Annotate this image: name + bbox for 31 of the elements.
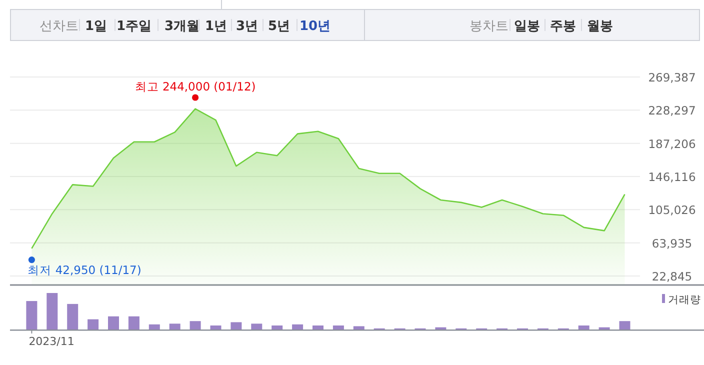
bar xyxy=(88,319,99,330)
bar xyxy=(148,324,160,330)
y-tick-label: 63,935 xyxy=(652,236,692,250)
annotation: 최고 244,000 (01/12) xyxy=(134,79,256,94)
bar xyxy=(251,324,262,330)
bar xyxy=(128,316,140,330)
bar xyxy=(190,321,201,330)
bar xyxy=(332,325,344,330)
bar xyxy=(292,324,304,330)
text: 2023/11 xyxy=(28,335,74,348)
bar xyxy=(210,325,222,330)
bar xyxy=(169,324,180,330)
bar xyxy=(272,325,283,330)
y-tick-label: 105,026 xyxy=(648,203,696,218)
bar xyxy=(46,293,58,330)
y-tick-label: 22,845 xyxy=(652,270,692,284)
bar xyxy=(578,325,590,330)
bar xyxy=(312,325,324,330)
bar xyxy=(108,316,119,330)
bar xyxy=(26,301,38,330)
toolbar: 선차트 1일 1주일 3개월 1년 3년 5년 10년 봉차트 일봉 주봉 월봉 xyxy=(10,0,700,41)
bar xyxy=(619,321,630,330)
y-tick-label: 228,297 xyxy=(648,104,696,118)
y-tick-label: 187,206 xyxy=(648,136,696,151)
y-tick-label: 269,387 xyxy=(648,70,696,84)
legend-label: 거래량 xyxy=(668,294,701,306)
bar xyxy=(353,326,364,330)
bar xyxy=(230,322,242,330)
bar xyxy=(67,304,78,330)
y-tick-label: 146,116 xyxy=(648,170,696,184)
annotation: 최저 42,950 (11/17) xyxy=(28,262,142,277)
